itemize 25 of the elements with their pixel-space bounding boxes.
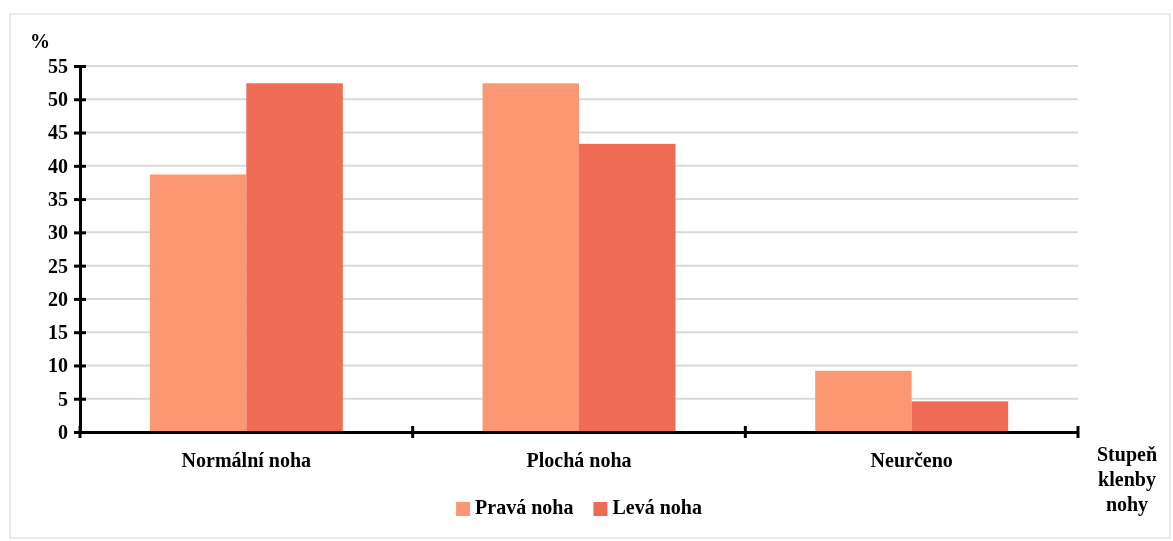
y-tick-label: 10: [48, 354, 68, 377]
legend-label: Pravá noha: [475, 496, 574, 518]
legend-label: Levá noha: [612, 496, 702, 518]
bar: [149, 174, 247, 432]
y-tick-label: 25: [48, 254, 68, 277]
y-axis-title: %: [30, 30, 50, 52]
y-tick-label: 0: [58, 420, 68, 443]
x-axis-title: Stupeň klenby nohy: [1096, 443, 1158, 516]
bar: [815, 370, 912, 432]
y-tick-label: 55: [48, 54, 68, 77]
bar: [482, 83, 579, 432]
x-tick-label: Plochá noha: [526, 449, 632, 471]
x-tick-label: Neurčeno: [870, 449, 953, 471]
y-tick-label: 35: [48, 187, 68, 210]
bar: [579, 143, 676, 432]
bar: [246, 83, 343, 432]
y-tick-label: 45: [48, 121, 68, 144]
bar: [911, 401, 1009, 432]
y-tick-label: 50: [48, 88, 68, 111]
y-tick-label: 5: [58, 387, 68, 410]
y-tick-label: 20: [48, 287, 68, 310]
x-tick-label: Normální noha: [181, 449, 312, 471]
y-tick-label: 30: [48, 221, 68, 244]
y-tick-label: 40: [48, 154, 68, 177]
y-tick-label: 15: [48, 321, 68, 344]
